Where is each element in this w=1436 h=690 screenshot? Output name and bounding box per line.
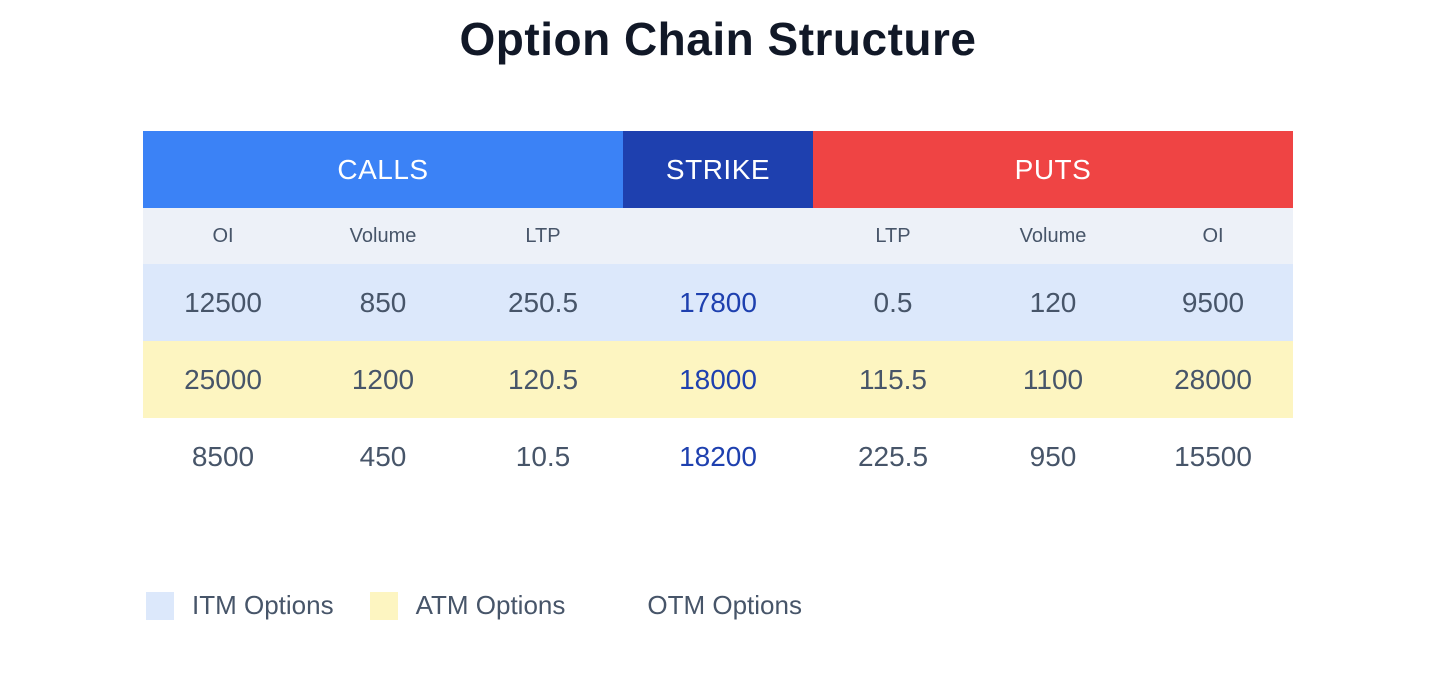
cell-otm-puts-volume: 950 — [973, 418, 1133, 495]
cell-itm-calls-volume: 850 — [303, 264, 463, 341]
cell-otm-calls-ltp: 10.5 — [463, 418, 623, 495]
col-header-calls-oi: OI — [143, 208, 303, 264]
itm-color-swatch — [146, 591, 174, 620]
legend-label-itm: ITM Options — [192, 590, 334, 620]
cell-otm-puts-ltp: 225.5 — [813, 418, 973, 495]
cell-otm-calls-volume: 450 — [303, 418, 463, 495]
col-header-puts-ltp: LTP — [813, 208, 973, 264]
option-chain-table: CALLS STRIKE PUTS OI Volume LTP LTP Volu… — [143, 131, 1293, 495]
strike-group-header: STRIKE — [623, 131, 813, 208]
puts-group-header: PUTS — [813, 131, 1293, 208]
cell-atm-strike: 18000 — [623, 341, 813, 418]
col-header-puts-volume: Volume — [973, 208, 1133, 264]
cell-itm-puts-oi: 9500 — [1133, 264, 1293, 341]
cell-itm-puts-ltp: 0.5 — [813, 264, 973, 341]
chart-title: Option Chain Structure — [459, 13, 977, 65]
cell-itm-strike: 17800 — [623, 264, 813, 341]
cell-itm-calls-ltp: 250.5 — [463, 264, 623, 341]
legend-label-atm: ATM Options — [415, 590, 566, 620]
col-header-puts-oi: OI — [1133, 208, 1293, 264]
cell-atm-calls-oi: 25000 — [143, 341, 303, 418]
legend-label-otm: OTM Options — [647, 590, 802, 620]
cell-itm-puts-volume: 120 — [973, 264, 1133, 341]
calls-group-header: CALLS — [143, 131, 623, 208]
otm-color-swatch — [601, 591, 630, 620]
cell-atm-calls-ltp: 120.5 — [463, 341, 623, 418]
cell-atm-puts-volume: 1100 — [973, 341, 1133, 418]
legend-item-otm: OTM Options — [601, 590, 802, 621]
atm-color-swatch — [369, 591, 398, 620]
cell-otm-puts-oi: 15500 — [1133, 418, 1293, 495]
legend-item-itm: ITM Options — [146, 590, 334, 621]
cell-atm-puts-oi: 28000 — [1133, 341, 1293, 418]
legend-item-atm: ATM Options — [369, 590, 566, 621]
cell-itm-calls-oi: 12500 — [143, 264, 303, 341]
cell-atm-puts-ltp: 115.5 — [813, 341, 973, 418]
cell-atm-calls-volume: 1200 — [303, 341, 463, 418]
cell-otm-calls-oi: 8500 — [143, 418, 303, 495]
col-header-strike-spacer — [623, 208, 813, 264]
cell-otm-strike: 18200 — [623, 418, 813, 495]
legend: ITM Options ATM Options OTM Options — [146, 590, 1436, 621]
col-header-calls-ltp: LTP — [463, 208, 623, 264]
col-header-calls-volume: Volume — [303, 208, 463, 264]
